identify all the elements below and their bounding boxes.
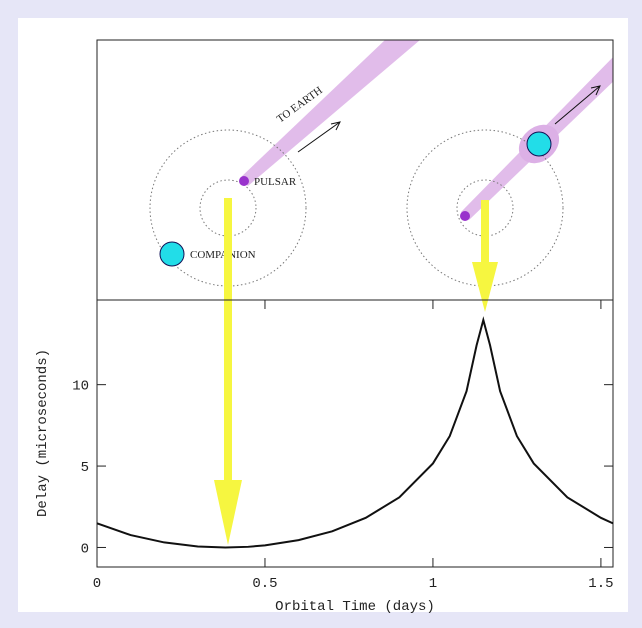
x-tick-label: 0 (93, 576, 101, 592)
x-tick-label: 0.5 (252, 576, 277, 592)
yellow-arrows (214, 198, 498, 545)
orbit (456, 179, 514, 237)
beam (240, 40, 420, 186)
arrow-head (590, 85, 601, 96)
y-tick-label: 5 (81, 460, 89, 476)
x-tick-label: 1.5 (588, 576, 613, 592)
companion (526, 131, 552, 157)
annotation: COMPANION (190, 249, 256, 261)
orbit (199, 179, 257, 237)
pulsar (239, 176, 249, 186)
x-axis-label: Orbital Time (days) (275, 599, 435, 615)
pulsar (460, 211, 470, 221)
orbit (406, 129, 564, 287)
y-tick-label: 0 (81, 541, 89, 557)
companion (159, 241, 185, 267)
curve (96, 316, 614, 549)
arrow-head (330, 121, 341, 131)
arrow (554, 85, 601, 125)
annotation: PULSAR (254, 176, 297, 188)
x-tick-label: 1 (429, 576, 437, 592)
arrow (297, 121, 341, 153)
y-axis-label: Delay (microseconds) (35, 349, 51, 517)
arrow (472, 200, 498, 312)
y-tick-label: 10 (72, 379, 89, 395)
orbit (149, 129, 307, 287)
arrow (214, 198, 242, 545)
